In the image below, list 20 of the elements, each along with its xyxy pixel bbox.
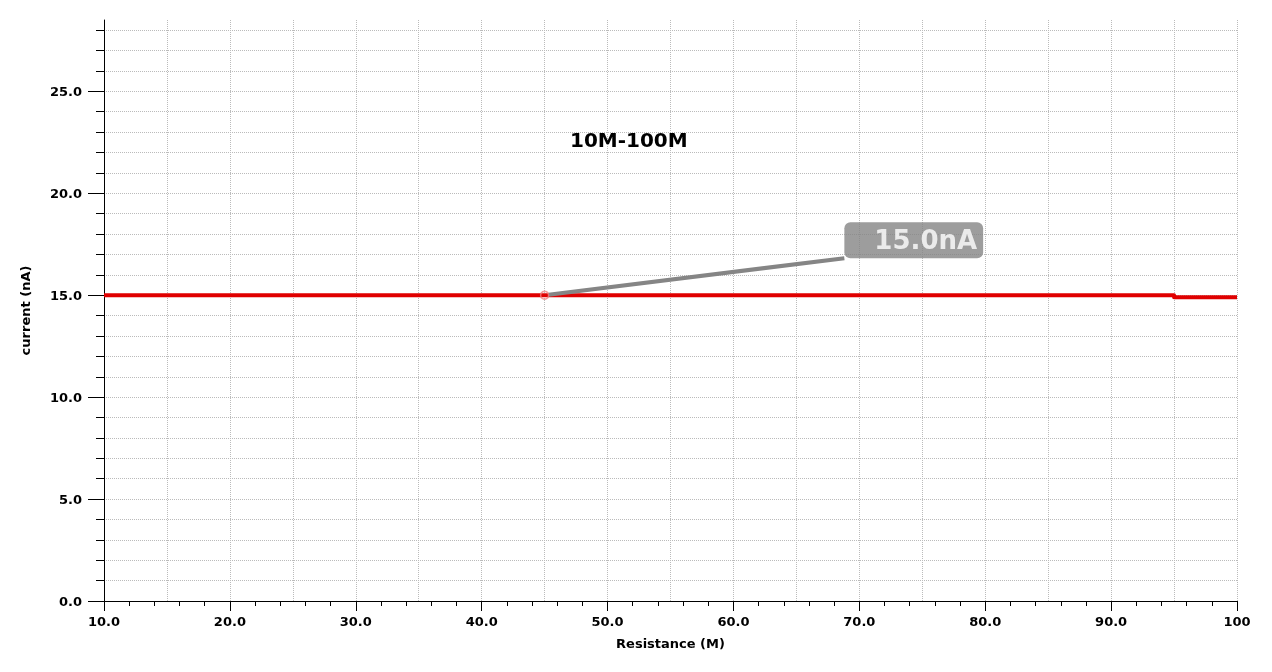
x-axis-title: Resistance (M) bbox=[616, 636, 725, 651]
annotation: 15.0nA bbox=[874, 225, 978, 256]
x-tick-label: 10.0 bbox=[87, 614, 121, 629]
x-tick-label: 50.0 bbox=[591, 614, 624, 629]
y-tick-label: 20.0 bbox=[49, 185, 82, 201]
x-tick-label: 70.0 bbox=[843, 614, 876, 629]
x-tick-label: 60.0 bbox=[717, 614, 750, 629]
y-tick-label: 0.0 bbox=[58, 593, 82, 609]
x-tick-label: 90.0 bbox=[1095, 614, 1128, 629]
y-axis-title: current (nA) bbox=[18, 265, 33, 356]
x-tick-label: 40.0 bbox=[465, 614, 498, 629]
y-tick-label: 5.0 bbox=[58, 491, 82, 507]
y-tick-label: 25.0 bbox=[49, 83, 82, 99]
text: 10M-100M bbox=[570, 128, 688, 152]
x-tick-label: 20.0 bbox=[213, 614, 246, 629]
y-tick-label: 15.0 bbox=[49, 287, 82, 303]
x-tick-label: 30.0 bbox=[339, 614, 372, 629]
x-tick-label: 80.0 bbox=[969, 614, 1002, 629]
x-tick-label: 100 bbox=[1223, 614, 1251, 629]
y-tick-label: 10.0 bbox=[49, 389, 82, 405]
